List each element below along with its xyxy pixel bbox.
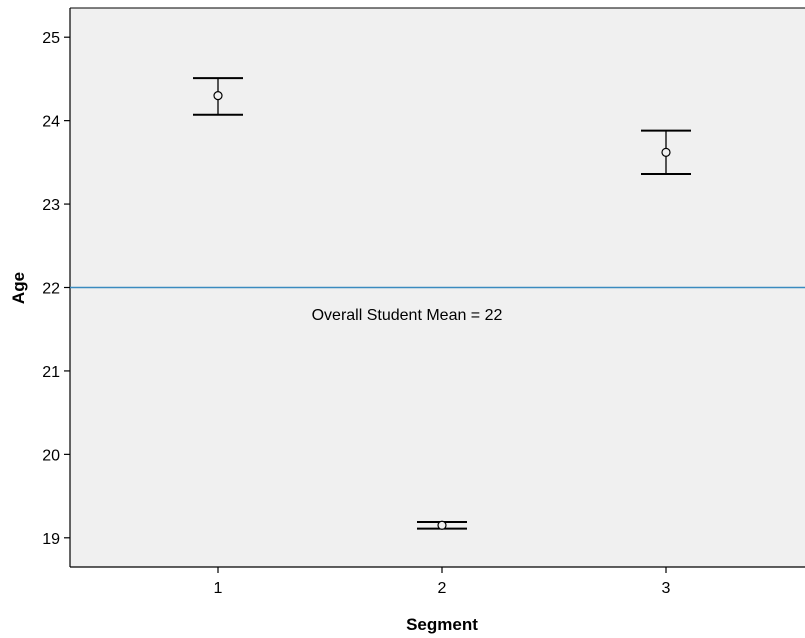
x-tick-label: 1 [214,580,223,597]
x-axis-title: Segment [406,615,478,634]
error-bars [193,77,691,530]
x-tick-label: 2 [438,580,447,597]
mean-marker [437,520,447,530]
reference-line-label: Overall Student Mean = 22 [312,307,503,324]
error-bar-point [641,129,691,176]
y-axis-title: Age [9,272,28,304]
y-tick-label: 22 [42,281,60,298]
y-tick-label: 23 [42,197,60,214]
y-tick-label: 25 [42,30,60,47]
x-tick-label: 3 [662,580,671,597]
y-axis-ticks: 19 20 21 22 23 24 25 [42,30,70,548]
y-tick-label: 21 [42,364,60,381]
mean-marker [661,147,671,157]
x-axis-ticks: 1 2 3 [214,567,671,597]
y-tick-label: 19 [42,531,60,548]
y-tick-label: 20 [42,447,60,464]
y-tick-label: 24 [42,114,60,131]
mean-marker [213,91,223,101]
error-bar-point [417,520,467,530]
error-bar-point [193,77,243,116]
